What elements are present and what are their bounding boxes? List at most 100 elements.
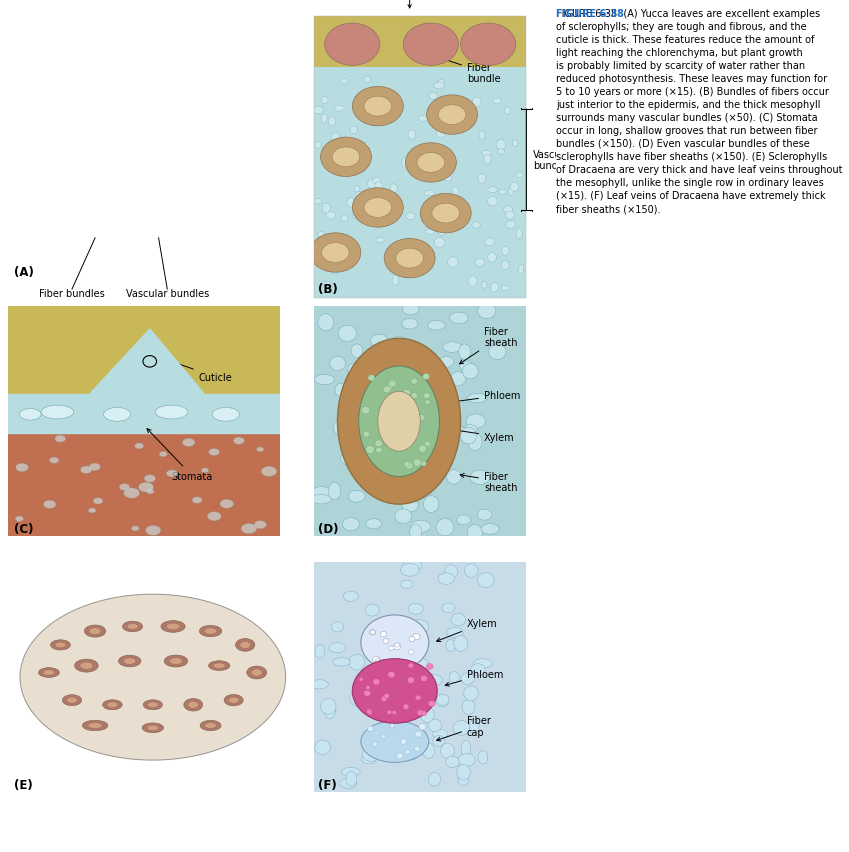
Ellipse shape <box>200 625 222 637</box>
Ellipse shape <box>408 603 424 614</box>
Ellipse shape <box>430 218 435 227</box>
Ellipse shape <box>329 483 340 500</box>
Ellipse shape <box>43 501 56 509</box>
Ellipse shape <box>460 24 515 66</box>
Ellipse shape <box>443 343 462 353</box>
Text: Xylem: Xylem <box>436 619 498 642</box>
Ellipse shape <box>401 739 407 745</box>
Ellipse shape <box>376 447 382 453</box>
Ellipse shape <box>498 190 506 196</box>
Ellipse shape <box>391 337 407 348</box>
Ellipse shape <box>468 434 482 451</box>
Ellipse shape <box>254 521 267 529</box>
Ellipse shape <box>324 703 335 719</box>
Ellipse shape <box>366 519 382 529</box>
Ellipse shape <box>408 677 414 683</box>
Ellipse shape <box>421 711 426 716</box>
Ellipse shape <box>135 443 143 449</box>
Ellipse shape <box>356 193 366 198</box>
Ellipse shape <box>437 227 447 236</box>
Ellipse shape <box>488 187 498 193</box>
Ellipse shape <box>363 432 369 438</box>
Text: Fiber
sheath: Fiber sheath <box>459 326 517 365</box>
Ellipse shape <box>50 640 70 650</box>
Ellipse shape <box>403 24 458 66</box>
Ellipse shape <box>424 675 442 686</box>
Ellipse shape <box>261 467 277 477</box>
Ellipse shape <box>485 239 494 246</box>
Ellipse shape <box>370 630 375 635</box>
Ellipse shape <box>405 750 410 754</box>
Ellipse shape <box>333 658 351 666</box>
Ellipse shape <box>170 658 183 665</box>
Ellipse shape <box>409 636 415 642</box>
Ellipse shape <box>335 384 347 397</box>
Ellipse shape <box>384 239 435 279</box>
Ellipse shape <box>362 407 370 415</box>
Ellipse shape <box>201 469 209 473</box>
Ellipse shape <box>213 663 225 669</box>
Ellipse shape <box>421 462 426 466</box>
Ellipse shape <box>366 686 370 689</box>
Ellipse shape <box>220 500 233 509</box>
Ellipse shape <box>424 191 434 197</box>
Ellipse shape <box>467 525 482 542</box>
Ellipse shape <box>402 560 422 572</box>
Ellipse shape <box>320 138 371 177</box>
Ellipse shape <box>395 509 412 524</box>
Ellipse shape <box>359 677 363 682</box>
Ellipse shape <box>395 643 400 648</box>
Ellipse shape <box>447 628 464 638</box>
Ellipse shape <box>468 394 487 403</box>
Text: Vascular bundles: Vascular bundles <box>126 289 209 298</box>
Ellipse shape <box>315 644 325 659</box>
Ellipse shape <box>420 194 471 233</box>
Ellipse shape <box>329 357 346 371</box>
Ellipse shape <box>326 212 335 220</box>
Ellipse shape <box>166 624 180 630</box>
Ellipse shape <box>329 118 336 127</box>
Ellipse shape <box>349 654 365 671</box>
Ellipse shape <box>414 746 420 751</box>
Ellipse shape <box>496 141 506 151</box>
Ellipse shape <box>311 495 331 504</box>
Ellipse shape <box>418 427 439 442</box>
Ellipse shape <box>446 757 459 768</box>
Ellipse shape <box>107 702 118 708</box>
Ellipse shape <box>402 158 408 169</box>
Ellipse shape <box>340 79 348 84</box>
Ellipse shape <box>357 378 374 391</box>
Ellipse shape <box>391 688 406 702</box>
Ellipse shape <box>515 173 524 179</box>
Ellipse shape <box>469 719 479 734</box>
Text: (B): (B) <box>318 283 338 296</box>
Ellipse shape <box>445 176 452 181</box>
FancyBboxPatch shape <box>314 17 526 67</box>
Ellipse shape <box>38 668 59 677</box>
Ellipse shape <box>373 742 378 746</box>
Ellipse shape <box>127 624 138 630</box>
Ellipse shape <box>426 95 477 135</box>
Ellipse shape <box>205 628 216 635</box>
Ellipse shape <box>188 701 199 708</box>
Ellipse shape <box>436 694 449 705</box>
Ellipse shape <box>75 659 98 672</box>
Ellipse shape <box>413 423 430 435</box>
Ellipse shape <box>385 385 392 391</box>
Ellipse shape <box>346 772 357 786</box>
Ellipse shape <box>519 265 524 274</box>
Ellipse shape <box>41 406 74 419</box>
Ellipse shape <box>429 700 436 707</box>
Ellipse shape <box>315 740 330 755</box>
Ellipse shape <box>502 247 509 256</box>
Ellipse shape <box>403 705 409 710</box>
Ellipse shape <box>410 412 422 427</box>
Ellipse shape <box>331 622 344 632</box>
Ellipse shape <box>324 24 380 66</box>
Ellipse shape <box>457 764 470 780</box>
Ellipse shape <box>472 222 481 229</box>
Ellipse shape <box>416 743 430 752</box>
Ellipse shape <box>318 233 324 238</box>
Ellipse shape <box>438 573 454 584</box>
Text: Fiber
sheath: Fiber sheath <box>460 471 517 492</box>
